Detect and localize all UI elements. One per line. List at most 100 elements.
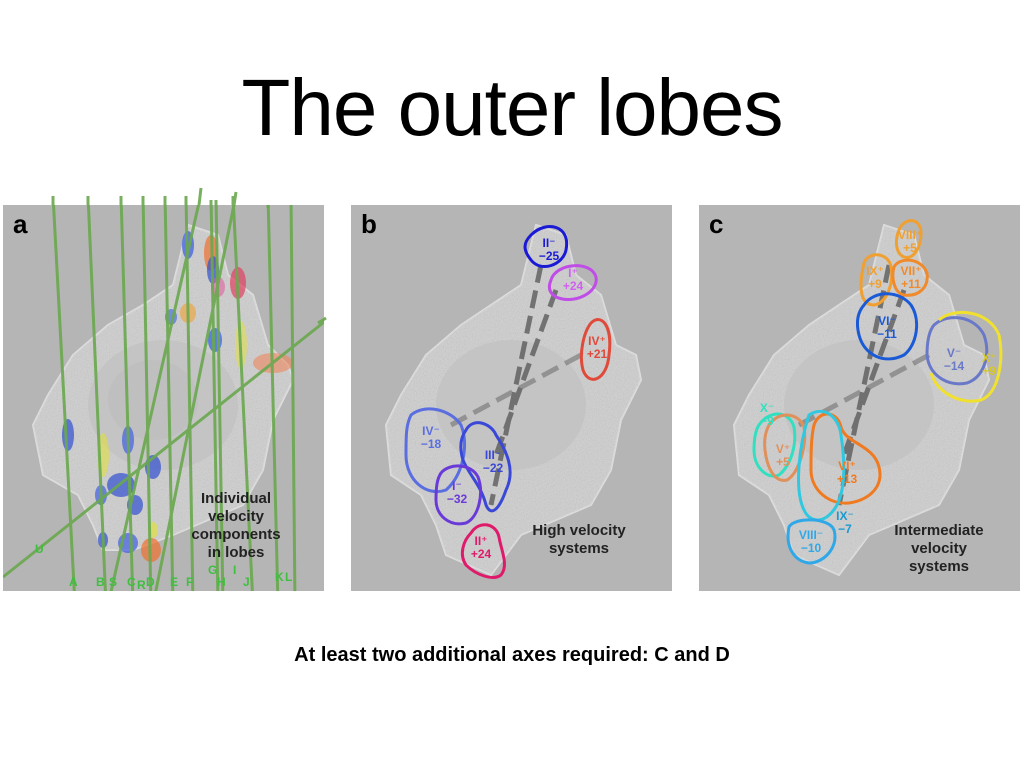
panel-a-caption: Individual velocity components in lobes bbox=[181, 490, 291, 562]
lobe-velocity: +5 bbox=[903, 241, 917, 255]
lobe-labels: VIII⁺ +5 IX⁺ +9 VII⁺ +11 VI⁻ −11 V⁻ −14 X⁺ +9 … bbox=[699, 205, 1020, 591]
axis-label: L bbox=[285, 570, 293, 584]
dashed-axes bbox=[797, 264, 931, 506]
lobe-label: V⁻ −14 bbox=[936, 347, 972, 373]
lobe-name: I⁻ bbox=[452, 479, 462, 493]
lobe-label: X⁺ +9 bbox=[975, 352, 1003, 378]
lobe-name: IX⁺ bbox=[866, 264, 884, 278]
lobe-name: I⁺ bbox=[568, 266, 578, 280]
lobe-velocity: +11 bbox=[901, 277, 921, 291]
lobe-name: VI⁺ bbox=[838, 459, 856, 473]
caption-line: Individual bbox=[200, 490, 271, 507]
lobe-velocity: −7 bbox=[838, 522, 852, 536]
lobe-label: V⁺ +5 bbox=[765, 443, 801, 469]
axis-label: F bbox=[186, 575, 194, 589]
lobe-labels: II⁻ −25 I⁺ +24 IV⁺ +21 IV⁻ −18 III⁻ −22 I⁻ −32… bbox=[351, 205, 672, 591]
axis-label: D bbox=[146, 575, 155, 589]
lobe-name: II⁻ bbox=[542, 236, 556, 250]
lobe-label: VI⁺ +13 bbox=[829, 460, 865, 486]
axis-labels: U A B S C R D E F G H I J K L bbox=[3, 205, 324, 591]
axis-label: I bbox=[233, 563, 237, 577]
lobe-label: II⁺ +24 bbox=[463, 535, 499, 561]
lobe-name: VII⁺ bbox=[900, 264, 922, 278]
caption-line: velocity bbox=[208, 508, 264, 525]
axis-label: H bbox=[217, 575, 226, 589]
panel-b-letter: b bbox=[361, 209, 377, 239]
slide-footer: At least two additional axes required: C… bbox=[294, 644, 730, 666]
lobe-name: IV⁻ bbox=[422, 424, 440, 438]
lobe-velocity: +13 bbox=[836, 472, 858, 486]
lobe-name: III⁻ bbox=[484, 448, 502, 462]
axis-label: U bbox=[35, 542, 44, 556]
caption-line: systems bbox=[548, 540, 610, 557]
lobe-label: VIII⁻ −10 bbox=[791, 529, 831, 555]
lobe-label: IV⁻ −18 bbox=[413, 425, 449, 451]
lobe-name: X⁻ bbox=[759, 401, 775, 415]
panel-c-letter: c bbox=[709, 209, 724, 239]
panel-c: c VIII⁺ +5 IX⁺ +9 VII⁺ +11 VI⁻ −11 V⁻ −14 X⁺ +… bbox=[699, 205, 1020, 591]
lobe-label: I⁺ +24 bbox=[555, 267, 591, 293]
panel-b: b II⁻ −25 I⁺ +24 IV⁺ +21 IV⁻ −18 III⁻ −22 I⁻ −… bbox=[351, 205, 672, 591]
lobe-velocity: −10 bbox=[800, 541, 822, 555]
lobe-label: VII⁺ +11 bbox=[893, 265, 929, 291]
lobe-velocity: +24 bbox=[470, 547, 492, 561]
lobe-velocity: −32 bbox=[446, 492, 468, 506]
axis-label: R bbox=[137, 578, 146, 591]
lobe-name: V⁺ bbox=[775, 442, 791, 456]
lobe-velocity: −22 bbox=[482, 461, 504, 475]
axis-label: B bbox=[96, 575, 105, 589]
lobe-name: VIII⁻ bbox=[798, 528, 824, 542]
caption-line: Intermediate bbox=[894, 522, 984, 539]
lobe-name: X⁺ bbox=[981, 351, 997, 365]
panel-b-caption: High velocity systems bbox=[519, 522, 639, 558]
axis-label: J bbox=[243, 575, 250, 589]
lobe-velocity: −14 bbox=[943, 359, 965, 373]
dashed-axes bbox=[449, 264, 583, 506]
lobe-velocity: +9 bbox=[982, 364, 996, 378]
lobe-velocity: +21 bbox=[586, 347, 608, 361]
lobe-label: IV⁺ +21 bbox=[579, 335, 615, 361]
lobe-velocity: +24 bbox=[562, 279, 584, 293]
lobe-label: IX⁺ +9 bbox=[857, 265, 893, 291]
caption-line: systems bbox=[908, 558, 970, 575]
caption-line: components bbox=[191, 526, 281, 543]
lobe-velocity: +9 bbox=[868, 277, 882, 291]
axis-label: S bbox=[109, 575, 118, 589]
caption-line: High velocity bbox=[532, 522, 626, 539]
lobe-name: IV⁺ bbox=[588, 334, 606, 348]
slit-lines bbox=[3, 205, 324, 591]
axis-label: G bbox=[208, 563, 218, 577]
lobe-label: VI⁻ −11 bbox=[869, 315, 905, 341]
axis-label: C bbox=[127, 575, 136, 589]
panel-c-image bbox=[732, 219, 1003, 577]
lobe-name: VI⁻ bbox=[878, 314, 896, 328]
lobe-velocity: −25 bbox=[538, 249, 560, 263]
lobe-contours bbox=[752, 219, 1003, 565]
lobe-velocity: −18 bbox=[420, 437, 442, 451]
panel-a-letter: a bbox=[13, 209, 28, 239]
panel-b-image bbox=[384, 223, 643, 579]
lobe-velocity: −11 bbox=[877, 327, 897, 341]
axis-label: K bbox=[275, 570, 284, 584]
panel-a: a Individual velocity components in lobe… bbox=[3, 205, 324, 591]
caption-line: in lobes bbox=[207, 544, 265, 561]
axis-label: A bbox=[69, 575, 78, 589]
lobe-label: I⁻ −32 bbox=[439, 480, 475, 506]
panel-a-image bbox=[3, 205, 324, 591]
lobe-contours bbox=[404, 225, 612, 579]
lobe-label: II⁻ −25 bbox=[531, 237, 567, 263]
lobe-name: IX⁻ bbox=[836, 509, 854, 523]
slide-title: The outer lobes bbox=[241, 63, 784, 152]
panel-c-caption: Intermediate velocity systems bbox=[879, 522, 999, 576]
lobe-label: VIII⁺ +5 bbox=[892, 229, 928, 255]
lobe-name: VIII⁺ bbox=[897, 228, 923, 242]
lobe-velocity: +5 bbox=[776, 455, 790, 469]
lobe-name: V⁻ bbox=[946, 346, 962, 360]
lobe-label: X⁻ −9 bbox=[749, 402, 785, 428]
axis-label: E bbox=[170, 575, 179, 589]
lobe-label: IX⁻ −7 bbox=[827, 510, 863, 536]
lobe-label: III⁻ −22 bbox=[475, 449, 511, 475]
lobe-name: II⁺ bbox=[474, 534, 488, 548]
caption-line: velocity bbox=[911, 540, 967, 557]
lobe-velocity: −9 bbox=[760, 414, 774, 428]
